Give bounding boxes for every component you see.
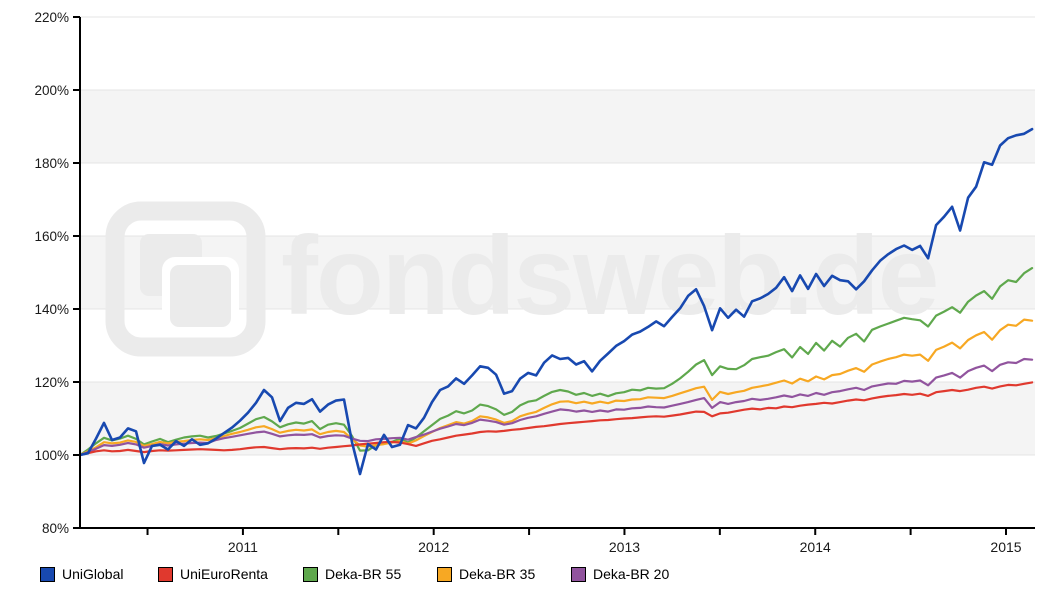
legend-item-unieurorenta[interactable]: UniEuroRenta bbox=[158, 564, 268, 584]
legend-item-deka-br-55[interactable]: Deka-BR 55 bbox=[303, 564, 401, 584]
legend-swatch-icon bbox=[571, 566, 586, 582]
series-line-deka-br-35 bbox=[78, 318, 1034, 457]
plot-band bbox=[80, 382, 1035, 455]
x-axis-label: 2014 bbox=[800, 539, 831, 555]
legend-label: Deka-BR 55 bbox=[325, 566, 402, 582]
x-axis-label: 2015 bbox=[990, 539, 1021, 555]
x-axis-label: 2012 bbox=[418, 539, 449, 555]
y-axis-label: 100% bbox=[34, 448, 69, 463]
legend-item-deka-br-35[interactable]: Deka-BR 35 bbox=[437, 564, 535, 584]
plot-band bbox=[80, 236, 1035, 309]
legend-label: UniGlobal bbox=[62, 566, 124, 582]
chart-legend: UniGlobal UniEuroRenta Deka-BR 55 Deka-BR 3… bbox=[0, 564, 1051, 588]
x-axis-label: 2011 bbox=[228, 539, 258, 555]
y-axis-label: 220% bbox=[34, 10, 69, 25]
legend-item-uniglobal[interactable]: UniGlobal bbox=[40, 564, 123, 584]
series-line-unieurorenta bbox=[78, 381, 1034, 457]
series-line-deka-br-20 bbox=[78, 357, 1034, 457]
watermark-logo-icon bbox=[105, 201, 266, 357]
y-axis-label: 200% bbox=[34, 83, 69, 98]
y-axis-label: 160% bbox=[34, 229, 69, 244]
legend-label: UniEuroRenta bbox=[180, 566, 268, 582]
legend-swatch-icon bbox=[437, 566, 452, 582]
legend-label: Deka-BR 35 bbox=[459, 566, 536, 582]
series-line-deka-br-55 bbox=[78, 267, 1034, 457]
legend-swatch-icon bbox=[303, 566, 318, 582]
y-axis-label: 180% bbox=[34, 156, 69, 171]
y-axis-label: 120% bbox=[34, 375, 69, 390]
x-axis-label: 2013 bbox=[609, 539, 640, 555]
plot-band bbox=[80, 90, 1035, 163]
series-line-uniglobal bbox=[78, 127, 1034, 476]
y-axis-label: 80% bbox=[42, 521, 69, 536]
y-axis-label: 140% bbox=[34, 302, 69, 317]
watermark-text: fondsweb.de bbox=[281, 214, 937, 338]
legend-swatch-icon bbox=[158, 566, 173, 582]
watermark-logo-icon bbox=[170, 265, 231, 327]
legend-item-deka-br-20[interactable]: Deka-BR 20 bbox=[571, 564, 669, 584]
legend-label: Deka-BR 20 bbox=[593, 566, 670, 582]
legend-swatch-icon bbox=[40, 566, 55, 582]
